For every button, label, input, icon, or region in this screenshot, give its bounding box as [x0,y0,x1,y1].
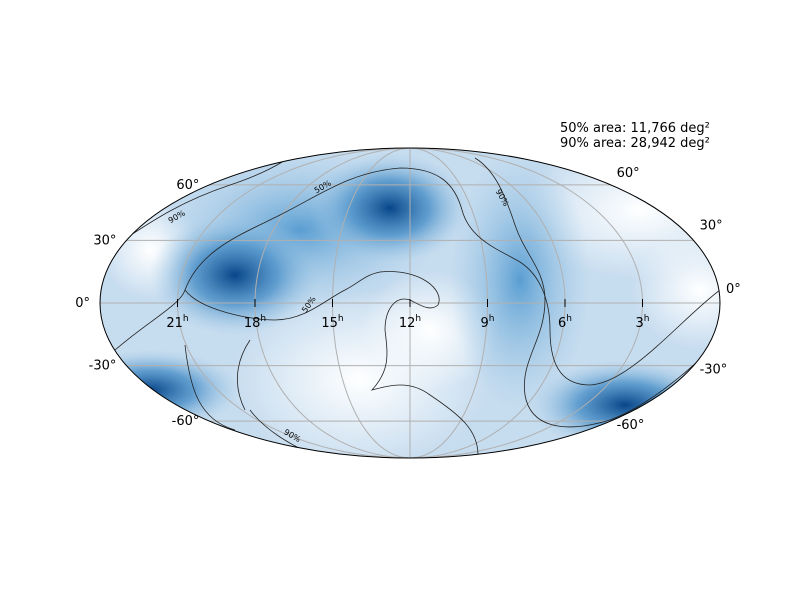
lat-label-right: -30° [700,363,728,378]
lat-label-left: -30° [89,359,117,374]
ra-unit: h [338,314,344,324]
ra-unit: h [260,314,266,324]
lat-label-left: 30° [93,233,116,248]
ra-hour: 21 [166,316,183,331]
frame [99,147,721,459]
ra-hour: 18 [244,316,261,331]
contour-50b [114,271,479,456]
ra-hour: 6 [558,316,566,331]
lat-label-left: 0° [75,296,90,311]
area-annotation: 50% area: 11,766 deg² [560,121,710,136]
lat-label-left: -60° [172,414,200,429]
ra-hour: 12 [399,316,416,331]
lat-label-right: 60° [617,166,640,181]
lat-label-left: 60° [176,178,199,193]
lat-label-right: 30° [700,218,723,233]
contour-50 [184,167,720,386]
ra-label: 6h [558,314,572,331]
lat-label-right: 0° [726,282,741,297]
ra-unit: h [566,314,572,324]
ra-label: 9h [481,314,495,331]
ra-hour: 3 [636,316,644,331]
ra-label: 15h [321,314,343,331]
ra-unit: h [415,314,421,324]
lat-label-right: -60° [617,418,645,433]
ra-label: 21h [166,314,188,331]
ra-unit: h [183,314,189,324]
ra-unit: h [644,314,650,324]
ra-unit: h [489,314,495,324]
ra-label: 18h [244,314,266,331]
contours [100,149,720,458]
ra-hour: 9 [481,316,489,331]
density [100,148,720,458]
ra-hour: 15 [321,316,338,331]
ra-label: 3h [636,314,650,331]
ra-label: 12h [399,314,421,331]
area-annotation: 90% area: 28,942 deg² [560,136,710,151]
contour-90c [474,157,720,428]
